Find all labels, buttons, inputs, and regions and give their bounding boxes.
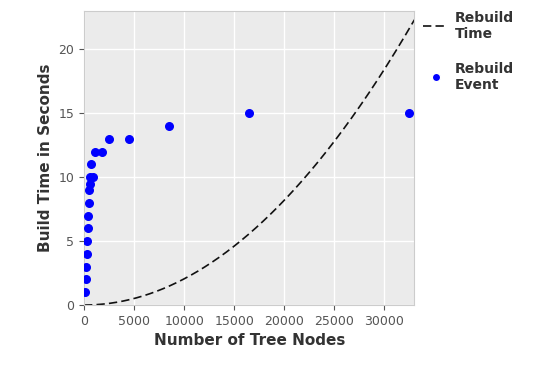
Y-axis label: Build Time in Seconds: Build Time in Seconds [38,64,53,252]
Point [88,174,97,180]
Point [85,187,94,193]
Point [82,238,91,244]
Point [83,225,92,231]
Point [405,110,414,116]
Legend: Rebuild
Time, Rebuild
Event: Rebuild Time, Rebuild Event [418,5,520,97]
Point [81,276,90,282]
Point [245,110,254,116]
Point [91,149,100,155]
Point [86,174,95,180]
Point [97,149,106,155]
Point [82,264,91,270]
X-axis label: Number of Tree Nodes: Number of Tree Nodes [153,333,345,348]
Point [83,213,92,219]
Point [85,181,94,187]
Point [165,123,174,129]
Point [84,200,93,206]
Point [81,289,90,295]
Point [87,161,96,167]
Point [105,136,114,142]
Point [82,251,91,257]
Point [124,136,133,142]
